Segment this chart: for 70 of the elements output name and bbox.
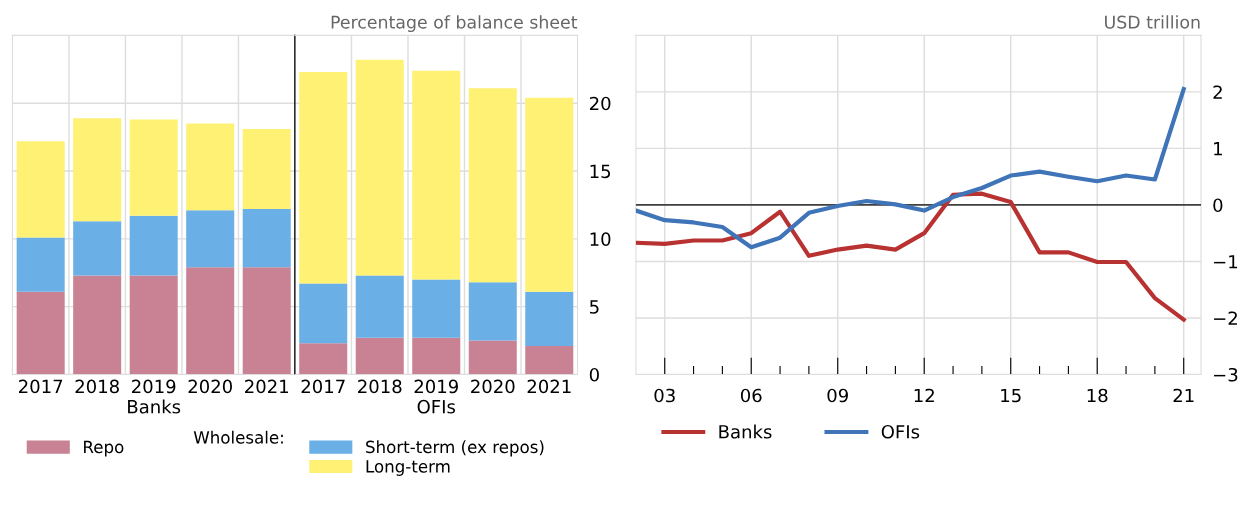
x-axis-title: Banks <box>128 399 181 414</box>
x-tick-label: 2018 <box>358 379 402 394</box>
bar <box>16 291 65 375</box>
x-tick-label: 2021 <box>527 379 571 394</box>
x-tick-label: 2017 <box>19 379 63 394</box>
y-tick-label: −1 <box>1214 255 1238 269</box>
x-tick-label: 09 <box>827 388 848 403</box>
x-tick-label: 12 <box>914 388 934 403</box>
line-series <box>635 87 1186 250</box>
bar <box>242 128 291 209</box>
bar <box>525 345 574 375</box>
bar <box>299 343 348 375</box>
legend-label: Short-term (ex repos) <box>366 440 544 457</box>
y-tick-label: 15 <box>590 164 611 179</box>
bar <box>299 283 348 344</box>
x-tick-label: 06 <box>740 388 762 403</box>
x-tick-label: 2020 <box>471 379 515 394</box>
y-tick-label: −3 <box>1214 367 1238 382</box>
bar <box>412 70 461 280</box>
x-tick-label: 2019 <box>132 379 176 394</box>
bar <box>186 123 235 211</box>
y-axis-title: USD trillion <box>1105 15 1200 29</box>
bar <box>186 267 235 375</box>
bar <box>355 59 404 276</box>
x-tick-label: 2021 <box>245 379 289 394</box>
bar <box>242 209 291 268</box>
bar <box>468 282 517 341</box>
bar <box>129 215 178 276</box>
y-tick-label: 10 <box>590 232 611 246</box>
bar <box>129 275 178 375</box>
y-tick-label: 5 <box>590 300 599 314</box>
bar <box>468 340 517 375</box>
legend-label: Repo <box>84 440 124 457</box>
bar <box>186 210 235 268</box>
y-tick-label: 0 <box>1213 198 1223 213</box>
legend-label: Banks <box>719 424 772 439</box>
x-tick-label: 21 <box>1173 388 1194 403</box>
y-tick-label: −2 <box>1214 311 1237 325</box>
x-tick-label: 18 <box>1087 388 1108 403</box>
x-axis-title: OFIs <box>417 399 456 414</box>
line-series <box>635 191 1186 322</box>
bar <box>242 267 291 375</box>
bar <box>412 337 461 375</box>
legend-title: Wholesale: <box>193 430 283 444</box>
bar <box>16 237 65 292</box>
bar <box>525 97 574 292</box>
x-tick-label: 15 <box>1001 388 1021 403</box>
bar <box>525 291 574 346</box>
bar <box>355 275 404 338</box>
bar <box>412 279 461 338</box>
bar <box>73 118 122 222</box>
y-tick-label: 1 <box>1214 142 1222 156</box>
legend-label: OFIs <box>881 424 920 439</box>
bar <box>355 337 404 375</box>
y-tick-label: 2 <box>1213 85 1222 99</box>
x-tick-label: 2020 <box>188 379 232 394</box>
x-tick-label: 2017 <box>301 379 345 394</box>
legend-label: Long-term <box>366 460 450 476</box>
bar <box>16 141 65 238</box>
bar <box>73 275 122 375</box>
bar <box>73 221 122 276</box>
bar <box>468 88 517 283</box>
bar <box>129 119 178 216</box>
y-tick-label: 20 <box>589 96 611 111</box>
x-tick-label: 2018 <box>75 379 119 394</box>
y-axis-title: Percentage of balance sheet <box>331 15 578 33</box>
bar <box>299 72 348 284</box>
x-tick-label: 2019 <box>414 379 458 394</box>
x-tick-label: 03 <box>654 388 675 403</box>
y-tick-label: 0 <box>589 367 599 382</box>
